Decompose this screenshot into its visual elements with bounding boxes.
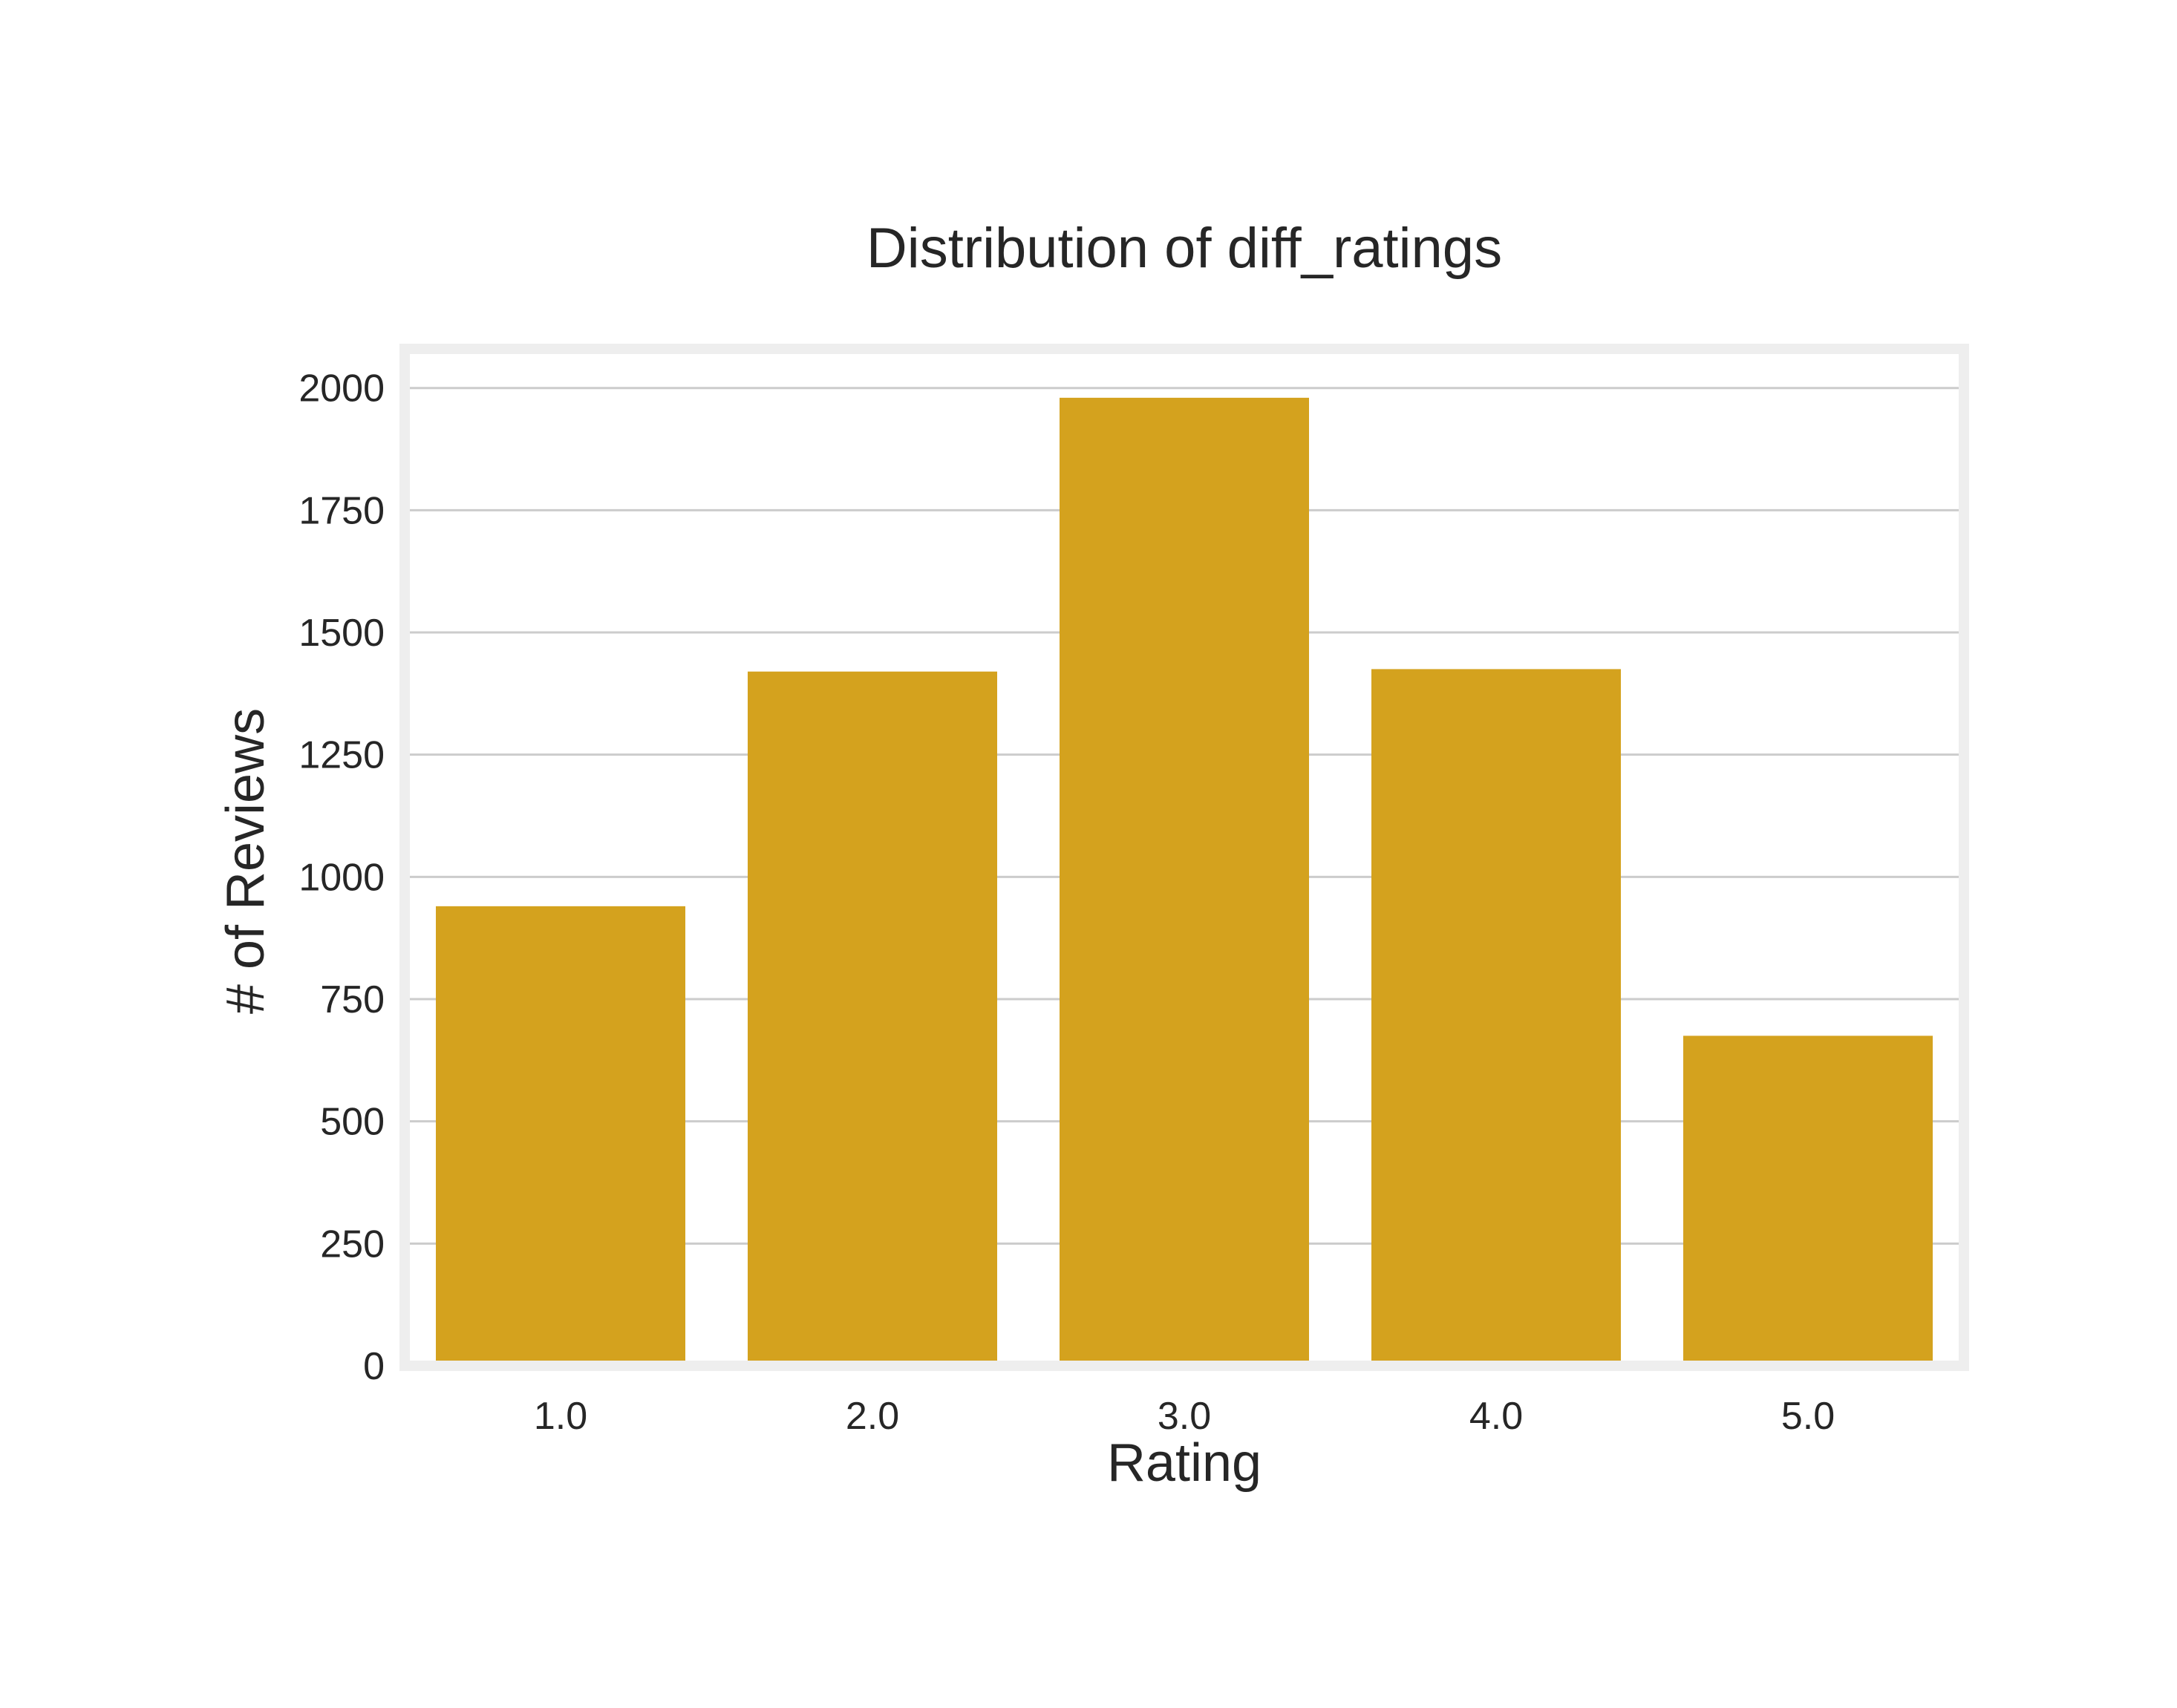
x-tick-label: 4.0 <box>1469 1395 1523 1438</box>
y-tick-label: 750 <box>320 978 385 1021</box>
y-tick-label: 0 <box>363 1345 385 1388</box>
plot-frame <box>399 344 1969 1371</box>
chart-title: Distribution of diff_ratings <box>866 217 1502 280</box>
x-tick-label: 5.0 <box>1781 1395 1835 1438</box>
x-tick-labels: 1.0 2.0 3.0 4.0 5.0 <box>534 1395 1835 1438</box>
y-axis-label: # of Reviews <box>216 708 275 1014</box>
y-tick-label: 500 <box>320 1101 385 1144</box>
bar-4.0 <box>1371 669 1621 1366</box>
x-axis-label: Rating <box>1107 1433 1262 1493</box>
x-tick-label: 3.0 <box>1158 1395 1211 1438</box>
y-tick-label: 250 <box>320 1223 385 1266</box>
y-tick-label: 1750 <box>298 489 385 532</box>
bar-5.0 <box>1683 1035 1933 1366</box>
bar-3.0 <box>1060 397 1309 1366</box>
y-tick-label: 2000 <box>298 367 385 410</box>
y-tick-label: 1250 <box>298 734 385 777</box>
bar-1.0 <box>436 906 685 1366</box>
x-tick-label: 1.0 <box>534 1395 587 1438</box>
bar-2.0 <box>748 671 997 1366</box>
bars <box>436 397 1933 1366</box>
y-tick-labels: 0 250 500 750 1000 1250 1500 1750 2000 <box>298 367 385 1388</box>
y-tick-label: 1000 <box>298 856 385 899</box>
x-tick-label: 2.0 <box>846 1395 899 1438</box>
y-tick-label: 1500 <box>298 612 385 655</box>
